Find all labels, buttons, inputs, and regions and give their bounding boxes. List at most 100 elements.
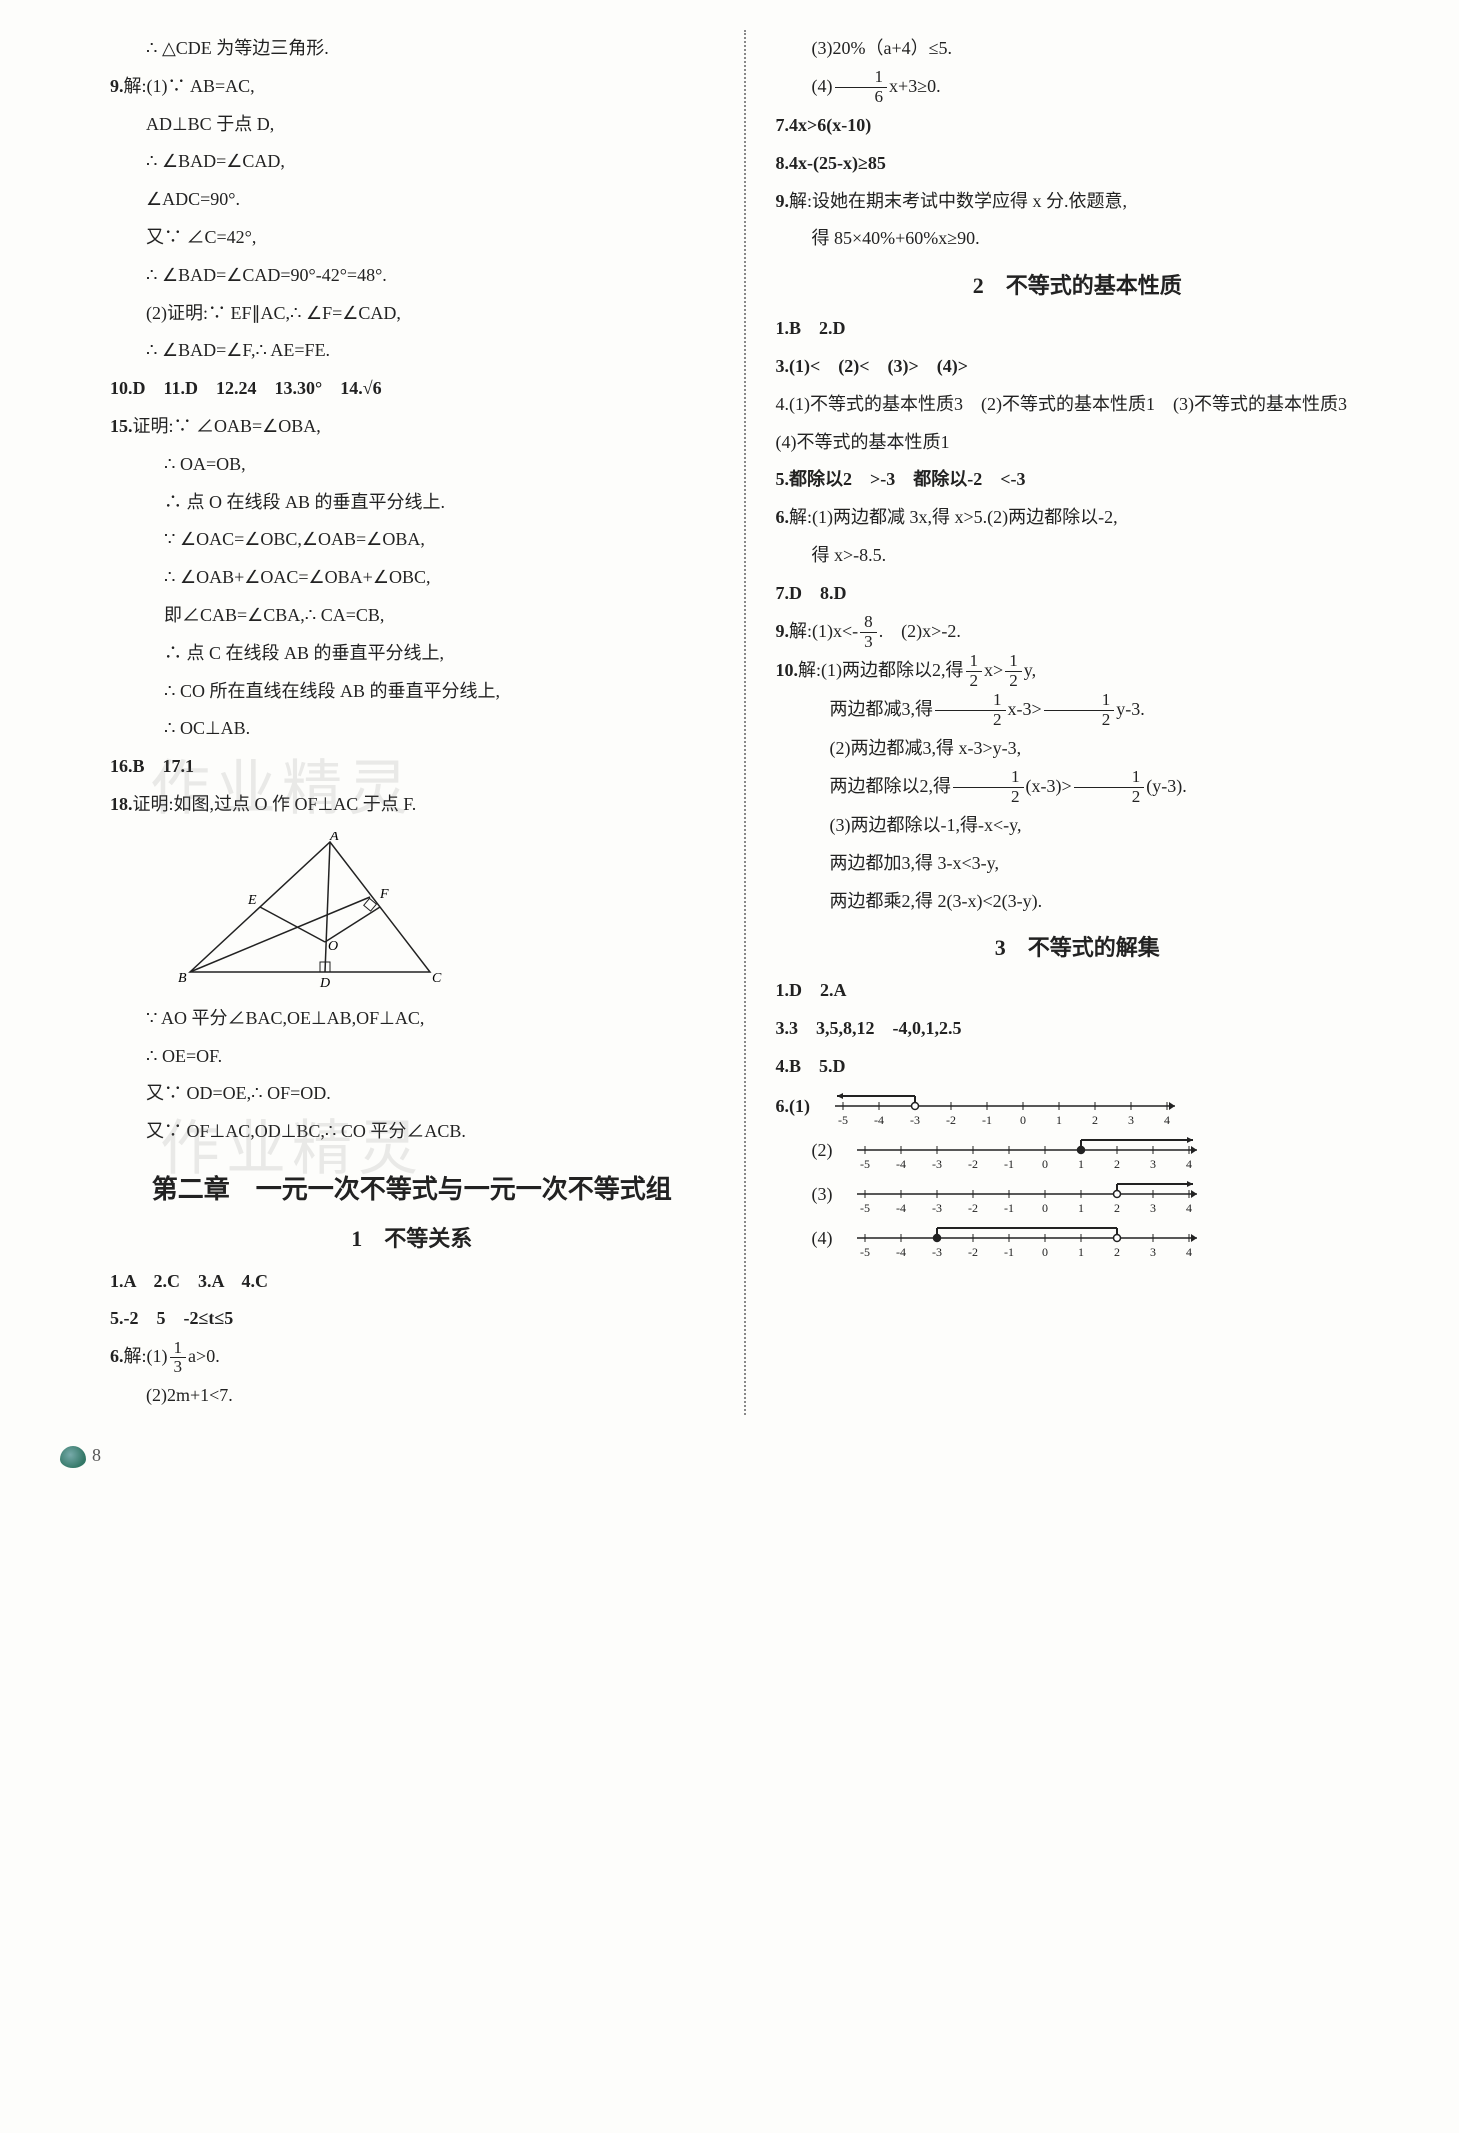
svg-text:1: 1 (1056, 1113, 1062, 1127)
svg-text:1: 1 (1078, 1157, 1084, 1171)
svg-text:3: 3 (1150, 1201, 1156, 1215)
text-line: (2)两边都减3,得 x-3>y-3, (776, 730, 1380, 768)
chapter-title: 第二章 一元一次不等式与一元一次不等式组 (110, 1169, 714, 1211)
text-line: 两边都加3,得 3-x<3-y, (776, 845, 1380, 883)
fraction: 13 (170, 1339, 187, 1378)
diagram-label-f: F (379, 887, 389, 902)
text-line: ∴ ∠BAD=∠CAD, (110, 143, 714, 181)
text: 证明:如图,过点 O 作 OF⊥AC 于点 F. (133, 794, 417, 814)
svg-text:-1: -1 (1004, 1201, 1014, 1215)
text-line: 即∠CAB=∠CBA,∴ CA=CB, (110, 597, 714, 635)
numberline-1: -5-4-3-2-101234 (825, 1086, 1185, 1130)
text: 解:(1)∵ AB=AC, (124, 76, 255, 96)
text: 两边都减3,得 (830, 699, 934, 719)
text-line: ∴ CO 所在直线在线段 AB 的垂直平分线上, (110, 673, 714, 711)
diagram-label-e: E (247, 893, 257, 908)
svg-text:0: 0 (1042, 1157, 1048, 1171)
svg-text:-5: -5 (860, 1201, 870, 1215)
text-line: 又∵ OF⊥AC,OD⊥BC,∴ CO 平分∠ACB. (110, 1113, 714, 1151)
text-line: (4)16x+3≥0. (776, 68, 1380, 107)
svg-text:4: 4 (1186, 1157, 1192, 1171)
svg-text:2: 2 (1114, 1157, 1120, 1171)
text-line: 得 85×40%+60%x≥90. (776, 220, 1380, 258)
numberline-row: (3) -5-4-3-2-101234 (776, 1174, 1380, 1218)
svg-text:-5: -5 (860, 1245, 870, 1259)
text: 解:(1)两边都减 3x,得 x>5.(2)两边都除以-2, (789, 507, 1118, 527)
svg-text:-2: -2 (968, 1157, 978, 1171)
text: (4) (812, 76, 833, 96)
text-line: 9.解:(1)x<-83. (2)x>-2. (776, 613, 1380, 652)
svg-text:0: 0 (1020, 1113, 1026, 1127)
right-column: (3)20%（a+4）≤5. (4)16x+3≥0. 7.4x>6(x-10) … (746, 30, 1400, 1415)
diagram-label-o: O (328, 939, 338, 954)
svg-text:-2: -2 (946, 1113, 956, 1127)
numberline-row: (4) -5-4-3-2-101234 (776, 1218, 1380, 1262)
svg-text:4: 4 (1164, 1113, 1170, 1127)
text: (y-3). (1146, 776, 1186, 796)
numberline-3: -5-4-3-2-101234 (847, 1174, 1207, 1218)
svg-text:0: 0 (1042, 1245, 1048, 1259)
svg-text:-1: -1 (982, 1113, 992, 1127)
fraction: 12 (935, 691, 1006, 730)
diagram-label-b: B (178, 971, 187, 986)
svg-text:2: 2 (1114, 1201, 1120, 1215)
text-line: 10.解:(1)两边都除以2,得12x>12y, (776, 652, 1380, 691)
text-line: ∴ OC⊥AB. (110, 710, 714, 748)
text-line: ∴ OA=OB, (110, 446, 714, 484)
numberline-4: -5-4-3-2-101234 (847, 1218, 1207, 1262)
text: (3) (812, 1184, 833, 1204)
text: a>0. (188, 1346, 220, 1366)
fraction: 83 (860, 613, 877, 652)
svg-text:-4: -4 (896, 1245, 906, 1259)
fraction: 16 (835, 68, 888, 107)
text-line: 18.证明:如图,过点 O 作 OF⊥AC 于点 F. (110, 786, 714, 824)
text-line: ∴ OE=OF. (110, 1038, 714, 1076)
text: (x-3)> (1026, 776, 1072, 796)
answer-row: 7.D 8.D (776, 575, 1380, 613)
text-line: 15.证明:∵ ∠OAB=∠OBA, (110, 408, 714, 446)
text: 解:(1)x<- (789, 621, 858, 641)
svg-text:-2: -2 (968, 1245, 978, 1259)
svg-text:-5: -5 (838, 1113, 848, 1127)
text-line: 6.解:(1)两边都减 3x,得 x>5.(2)两边都除以-2, (776, 499, 1380, 537)
text-line: ∵ ∠OAC=∠OBC,∠OAB=∠OBA, (110, 521, 714, 559)
answer-row: 3.(1)< (2)< (3)> (4)> (776, 348, 1380, 386)
svg-text:1: 1 (1078, 1201, 1084, 1215)
qnum: 6. (110, 1346, 124, 1366)
text-line: 9.解:设她在期末考试中数学应得 x 分.依题意, (776, 183, 1380, 221)
text-line: (3)两边都除以-1,得-x<-y, (776, 807, 1380, 845)
answer-row: 1.B 2.D (776, 310, 1380, 348)
answer-row: 1.D 2.A (776, 972, 1380, 1010)
text-line: (3)20%（a+4）≤5. (776, 30, 1380, 68)
text-line: 又∵ ∠C=42°, (110, 219, 714, 257)
page-columns: ∴ △CDE 为等边三角形. 9.解:(1)∵ AB=AC, AD⊥BC 于点 … (90, 30, 1399, 1415)
answer-row: 1.A 2.C 3.A 4.C (110, 1263, 714, 1301)
triangle-diagram: A B C D E F O (170, 832, 450, 992)
text-line: 又∵ OD=OE,∴ OF=OD. (110, 1075, 714, 1113)
text: 两边都除以2,得 (830, 776, 952, 796)
text: x+3≥0. (889, 76, 941, 96)
text: y, (1024, 660, 1036, 680)
qnum: 10. (776, 660, 799, 680)
text-line: 7.4x>6(x-10) (776, 107, 1380, 145)
section-title: 1 不等关系 (110, 1221, 714, 1253)
text-line: ∴ ∠BAD=∠CAD=90°-42°=48°. (110, 257, 714, 295)
text-line: 两边都除以2,得12(x-3)>12(y-3). (776, 768, 1380, 807)
text: 解:(1) (124, 1346, 168, 1366)
svg-text:3: 3 (1150, 1157, 1156, 1171)
numberline-2: -5-4-3-2-101234 (847, 1130, 1207, 1174)
svg-text:-5: -5 (860, 1157, 870, 1171)
text-line: ∴ ∠BAD=∠F,∴ AE=FE. (110, 332, 714, 370)
text-line: 得 x>-8.5. (776, 537, 1380, 575)
text: x-3> (1008, 699, 1042, 719)
fraction: 12 (953, 768, 1024, 807)
fraction: 12 (1044, 691, 1115, 730)
fraction: 12 (966, 652, 983, 691)
text: 解:(1)两边都除以2,得 (798, 660, 964, 680)
qnum: 9. (110, 76, 124, 96)
section-title: 2 不等式的基本性质 (776, 268, 1380, 300)
text-line: 9.解:(1)∵ AB=AC, (110, 68, 714, 106)
answer-row: 16.B 17.1 (110, 748, 714, 786)
text-line: AD⊥BC 于点 D, (110, 106, 714, 144)
svg-text:-1: -1 (1004, 1245, 1014, 1259)
